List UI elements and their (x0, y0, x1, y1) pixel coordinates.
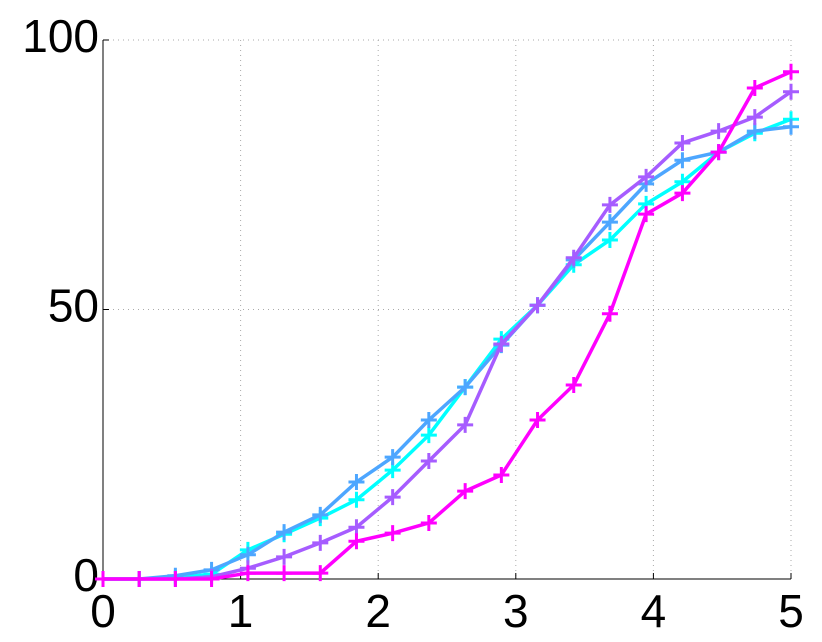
marker (710, 144, 727, 161)
y-tick-label: 100 (22, 10, 99, 62)
marker (312, 506, 329, 523)
marker (239, 546, 256, 563)
marker (276, 524, 293, 541)
marker (239, 565, 256, 582)
marker (601, 305, 618, 322)
marker (312, 565, 329, 582)
y-tick-label: 50 (48, 280, 99, 332)
marker (420, 411, 437, 428)
x-tick-label: 4 (641, 585, 667, 637)
marker (384, 525, 401, 542)
marker (312, 534, 329, 551)
marker (601, 196, 618, 213)
marker (348, 491, 365, 508)
marker (276, 548, 293, 565)
marker (203, 571, 220, 587)
marker (565, 249, 582, 266)
marker (529, 411, 546, 428)
series-line (103, 125, 792, 581)
marker (601, 231, 618, 248)
marker (457, 483, 474, 500)
marker (493, 466, 510, 483)
marker (457, 416, 474, 433)
marker (348, 473, 365, 490)
x-tick-label: 2 (365, 585, 391, 637)
marker (783, 63, 799, 80)
marker (783, 118, 799, 135)
x-tick-label: 5 (778, 585, 804, 637)
marker (601, 214, 618, 231)
marker (420, 427, 437, 444)
marker (674, 134, 691, 151)
marker (95, 571, 111, 587)
marker (565, 376, 582, 393)
marker (420, 452, 437, 469)
marker (746, 123, 763, 140)
marker (276, 565, 293, 582)
marker (131, 571, 148, 587)
marker (746, 79, 763, 96)
marker (674, 185, 691, 202)
marker (638, 206, 655, 223)
marker (493, 335, 510, 352)
series-line (103, 70, 792, 581)
marker (384, 449, 401, 466)
marker (167, 571, 184, 587)
marker (674, 152, 691, 169)
marker (348, 519, 365, 536)
x-tick-label: 1 (228, 585, 254, 637)
marker (457, 379, 474, 396)
marker (420, 514, 437, 531)
marker (710, 123, 727, 140)
marker (529, 297, 546, 314)
marker (746, 109, 763, 126)
x-tick-label: 3 (503, 585, 529, 637)
marker (384, 489, 401, 506)
y-tick-label: 0 (73, 549, 99, 601)
x-tick-label: 0 (90, 585, 116, 637)
marker (783, 83, 799, 100)
marker (638, 168, 655, 185)
marker (348, 533, 365, 550)
